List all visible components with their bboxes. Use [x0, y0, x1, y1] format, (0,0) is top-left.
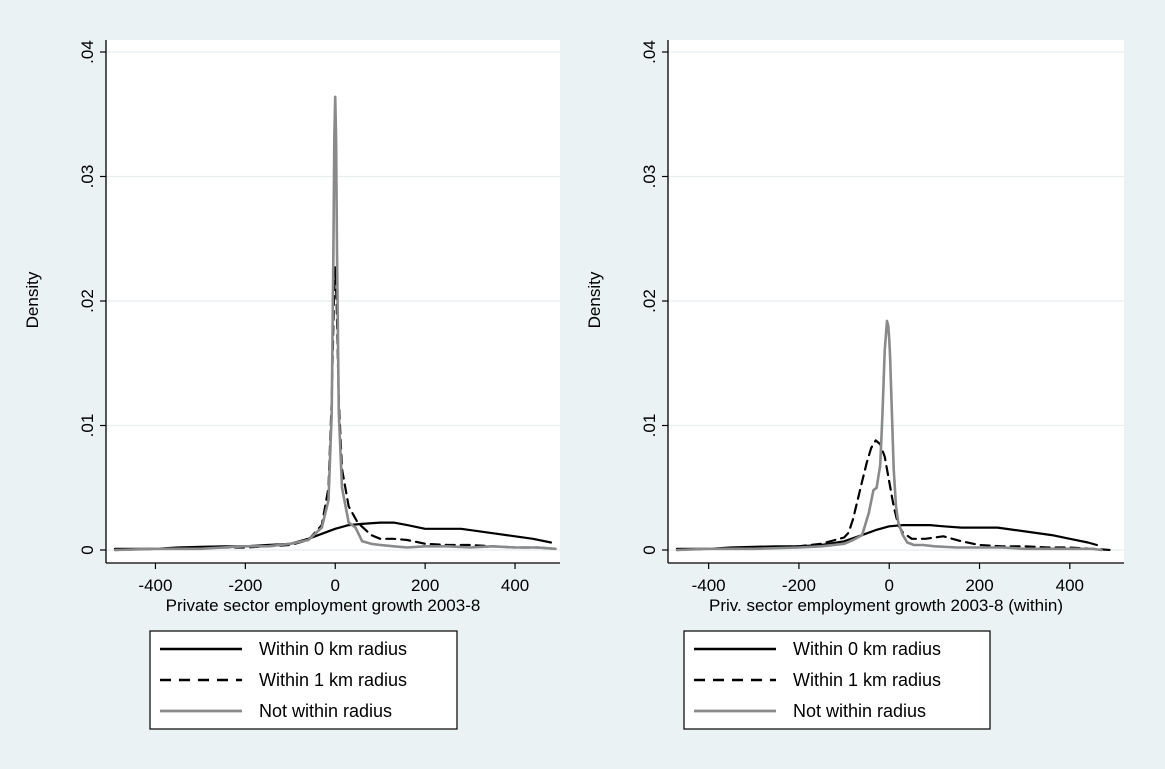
- y-tick-label: .04: [640, 40, 659, 64]
- x-tick-label: 0: [331, 576, 340, 595]
- series-line-within-0-km-radius: [113, 521, 553, 550]
- x-tick-label: -200: [228, 576, 262, 595]
- y-tick-label: .02: [78, 289, 97, 313]
- legend-label: Within 1 km radius: [259, 670, 407, 690]
- x-tick-label: 200: [965, 576, 993, 595]
- x-tick-label: 400: [501, 576, 529, 595]
- legend-label: Within 1 km radius: [793, 670, 941, 690]
- x-tick-label: -400: [138, 576, 172, 595]
- x-tick-label: 400: [1056, 576, 1084, 595]
- y-tick-label: .04: [78, 40, 97, 64]
- series-line-not-within-radius: [113, 95, 557, 552]
- y-tick-label: 0: [640, 545, 659, 554]
- y-tick-label: .02: [640, 289, 659, 313]
- x-tick-label: -200: [782, 576, 816, 595]
- y-axis-title: Density: [23, 271, 42, 328]
- y-tick-label: 0: [78, 545, 97, 554]
- y-tick-label: .03: [78, 165, 97, 189]
- x-tick-label: -400: [692, 576, 726, 595]
- series-line-not-within-radius: [675, 319, 1103, 552]
- legend-label: Within 0 km radius: [259, 639, 407, 659]
- y-tick-label: .01: [640, 414, 659, 438]
- legend-label: Not within radius: [793, 701, 926, 721]
- x-axis-title: Priv. sector employment growth 2003-8 (w…: [709, 596, 1063, 615]
- legend-label: Not within radius: [259, 701, 392, 721]
- x-tick-label: 0: [884, 576, 893, 595]
- x-tick-label: 200: [411, 576, 439, 595]
- legend-label: Within 0 km radius: [793, 639, 941, 659]
- y-tick-label: .03: [640, 165, 659, 189]
- y-axis-title: Density: [585, 271, 604, 328]
- y-tick-label: .01: [78, 414, 97, 438]
- left-density-panel: 0 .01 .02 .03 .04 -400 -200 0 200 400 Private sect…: [23, 40, 560, 730]
- x-axis-title: Private sector employment growth 2003-8: [166, 596, 481, 615]
